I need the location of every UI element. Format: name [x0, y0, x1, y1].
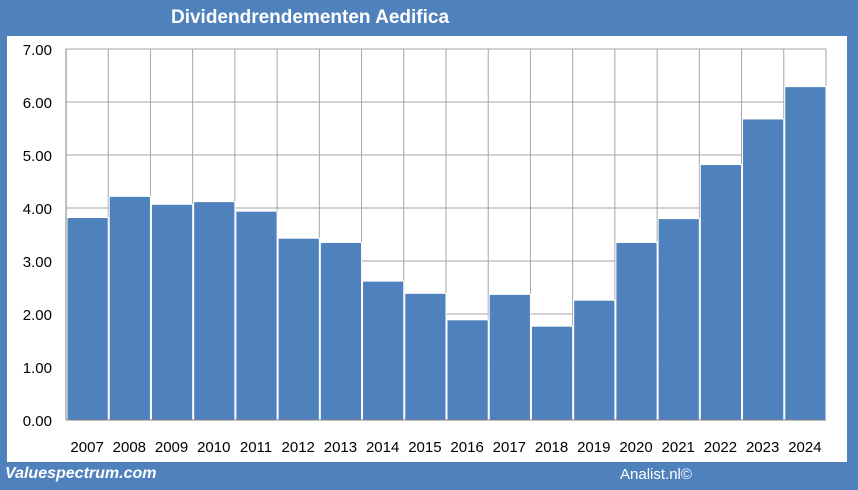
bar	[573, 299, 616, 421]
bar	[530, 325, 574, 421]
y-tick-label: 0.00	[23, 413, 52, 430]
bar	[319, 241, 363, 421]
bar	[66, 217, 109, 421]
x-tick-label: 2019	[577, 439, 610, 456]
y-tick-label: 7.00	[23, 42, 52, 59]
bar	[784, 86, 827, 421]
x-tick-label: 2023	[746, 439, 779, 456]
y-tick-label: 5.00	[23, 148, 52, 165]
x-tick-label: 2024	[788, 439, 821, 456]
x-tick-label: 2007	[70, 439, 103, 456]
x-tick-label: 2013	[324, 439, 357, 456]
x-tick-label: 2012	[282, 439, 315, 456]
x-tick-label: 2016	[450, 439, 483, 456]
x-tick-label: 2018	[535, 439, 568, 456]
bar	[277, 237, 320, 421]
y-tick-label: 1.00	[23, 360, 52, 377]
bar	[446, 319, 489, 421]
bar	[742, 118, 785, 421]
y-tick-label: 6.00	[23, 95, 52, 112]
y-tick-label: 4.00	[23, 201, 52, 218]
x-tick-label: 2022	[704, 439, 737, 456]
bar	[362, 280, 405, 421]
x-tick-label: 2011	[240, 439, 272, 456]
bar	[404, 292, 447, 421]
x-tick-label: 2020	[619, 439, 652, 456]
x-tick-label: 2010	[197, 439, 230, 456]
bar	[193, 201, 236, 421]
bar	[235, 210, 278, 421]
bar	[488, 293, 531, 421]
x-tick-label: 2008	[113, 439, 146, 456]
x-tick-label: 2021	[662, 439, 695, 456]
bar	[615, 241, 658, 421]
x-tick-label: 2015	[408, 439, 441, 456]
bar	[699, 164, 743, 421]
y-tick-label: 3.00	[23, 254, 52, 271]
bar	[657, 218, 700, 421]
bar	[108, 195, 151, 421]
x-tick-label: 2014	[366, 439, 399, 456]
x-tick-label: 2017	[493, 439, 526, 456]
y-tick-label: 2.00	[23, 307, 52, 324]
x-tick-label: 2009	[155, 439, 188, 456]
chart-title: Dividendrendementen Aedifica	[170, 7, 450, 28]
source-credit: Valuespectrum.com	[5, 465, 157, 482]
copyright-credit: Analist.nl©	[620, 466, 692, 483]
bar	[150, 203, 194, 421]
